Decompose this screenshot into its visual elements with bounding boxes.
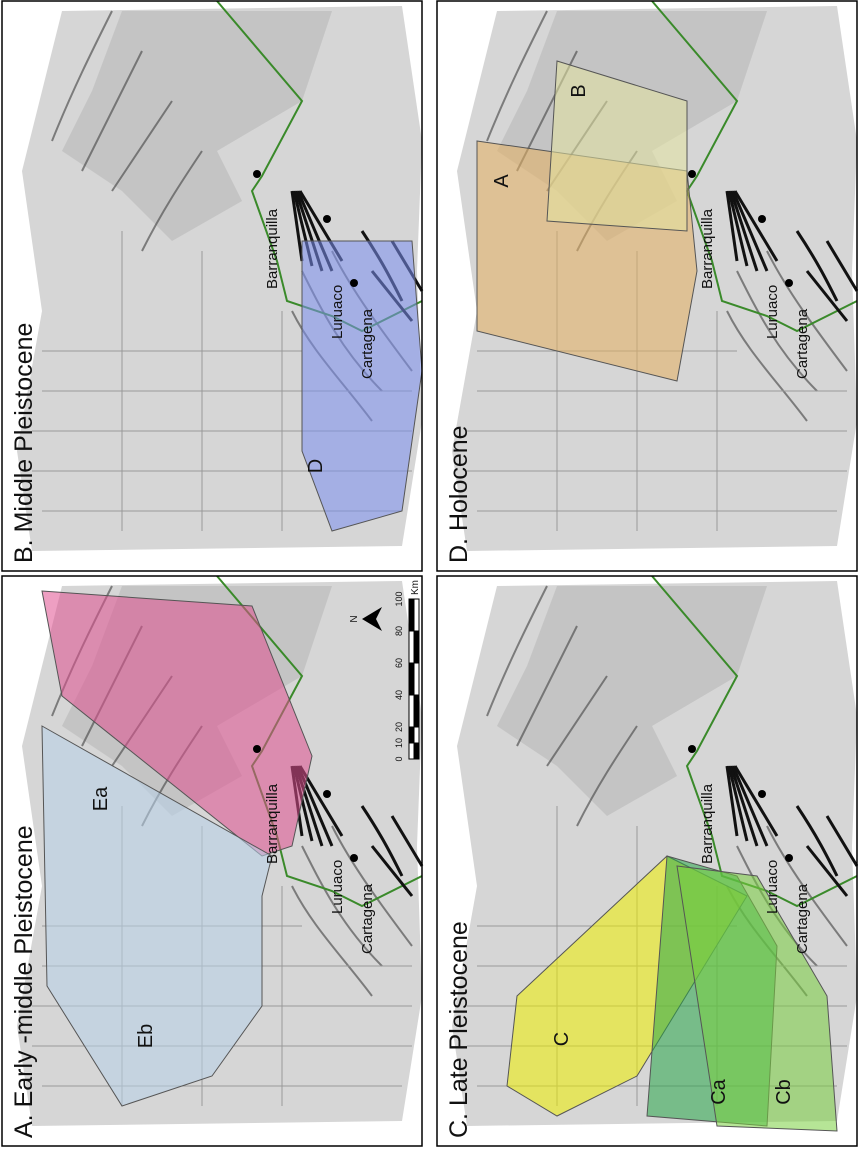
city-label: Luruaco — [329, 860, 346, 914]
zone-label: Ca — [708, 1078, 730, 1104]
city-dot — [758, 790, 766, 798]
city-dot — [253, 745, 261, 753]
scale-segment — [414, 599, 419, 631]
scale-segment — [409, 743, 414, 759]
panel-title: B. Middle Pleistocene — [10, 323, 38, 563]
scale-tick-label: 60 — [394, 658, 404, 668]
city-dot — [785, 279, 793, 287]
scale-segment — [414, 695, 419, 727]
scale-tick-label: 10 — [394, 738, 404, 748]
city-label: Luruaco — [764, 285, 781, 339]
scale-segment — [409, 727, 414, 743]
scale-segment — [409, 695, 414, 727]
north-label: N — [349, 615, 360, 622]
zone-label: B — [568, 84, 590, 97]
scale-tick-label: 80 — [394, 626, 404, 636]
scale-segment — [414, 727, 419, 743]
scale-unit: Km — [410, 580, 421, 595]
city-dot — [323, 790, 331, 798]
city-dot — [758, 215, 766, 223]
city-dot — [323, 215, 331, 223]
scale-segment — [409, 599, 414, 631]
panel-title: A. Early -middle Pleistocene — [10, 825, 38, 1138]
city-dot — [350, 854, 358, 862]
scale-segment — [414, 631, 419, 663]
city-label: Barranquilla — [699, 208, 716, 289]
scale-segment — [409, 631, 414, 663]
zone-label: D — [305, 459, 327, 473]
figure: Ea Eb Barranquilla Luruaco Cartagena A. Early… — [0, 0, 858, 1147]
city-dot — [253, 170, 261, 178]
panel-title: D. Holocene — [445, 425, 473, 563]
map-panel: A B Barranquilla Luruaco Cartagena D. Holocen… — [437, 1, 857, 571]
zone-label: Cb — [773, 1079, 795, 1105]
map-panel: C Ca Cb Barranquilla Luruaco Cartagena C. Late… — [437, 576, 857, 1146]
city-dot — [688, 170, 696, 178]
panel-title: C. Late Pleistocene — [445, 921, 473, 1138]
city-dot — [688, 745, 696, 753]
city-dot — [350, 279, 358, 287]
map-panel: D Barranquilla Luruaco Cartagena B. Middle P… — [2, 1, 422, 571]
city-label: Barranquilla — [264, 783, 281, 864]
city-dot — [785, 854, 793, 862]
scale-tick-label: 20 — [394, 722, 404, 732]
scale-tick-label: 0 — [394, 756, 404, 761]
zone-label: Ea — [90, 786, 112, 811]
scale-tick-label: 100 — [394, 591, 404, 606]
city-label: Luruaco — [764, 860, 781, 914]
city-label: Luruaco — [329, 285, 346, 339]
city-label: Cartagena — [359, 308, 376, 379]
city-label: Barranquilla — [264, 208, 281, 289]
scale-segment — [414, 663, 419, 695]
sediment-fan — [302, 241, 422, 531]
map-panel: Ea Eb Barranquilla Luruaco Cartagena A. Early… — [2, 576, 422, 1146]
zone-label: C — [551, 1032, 573, 1046]
city-label: Cartagena — [359, 883, 376, 954]
city-label: Cartagena — [794, 308, 811, 379]
city-label: Barranquilla — [699, 783, 716, 864]
zone-label: A — [491, 174, 513, 188]
scale-tick-label: 40 — [394, 690, 404, 700]
zone-label: Eb — [135, 1024, 157, 1048]
city-label: Cartagena — [794, 883, 811, 954]
scale-segment — [414, 743, 419, 759]
scale-segment — [409, 663, 414, 695]
